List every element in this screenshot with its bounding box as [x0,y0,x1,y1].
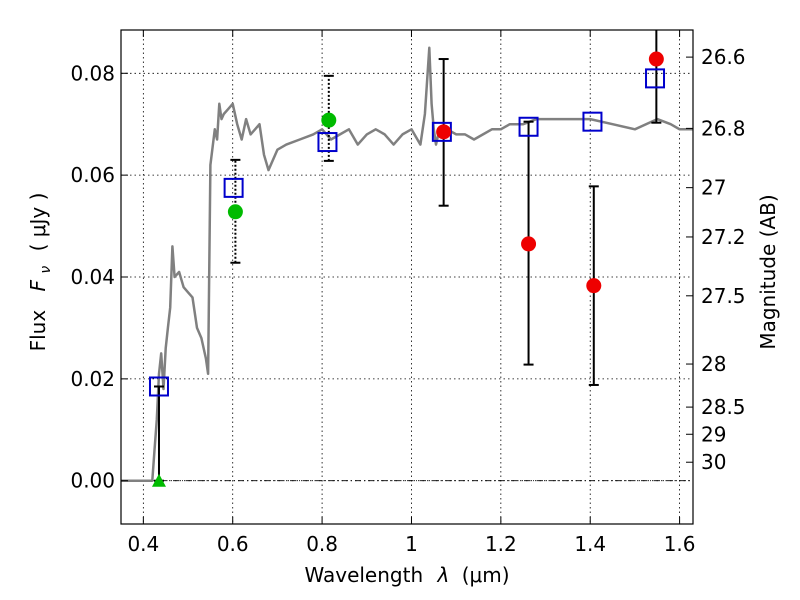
right-tick-label: 27.5 [701,284,746,308]
low-sn-point [586,278,602,294]
x-axis-label-symbol: λ [437,563,450,587]
x-axis-label-text: Wavelength [304,563,423,587]
detection-point [321,112,337,128]
model-flux-square [223,177,244,198]
x-tick-label: 1.4 [574,532,606,556]
sed-model-line [121,46,693,482]
right-tick-label: 28.5 [701,395,746,419]
model-flux-square [645,68,666,89]
x-tick-label: 1 [405,532,418,556]
model-flux-square [582,111,603,132]
x-tick-label: 0.4 [127,532,159,556]
x-tick-label: 0.6 [217,532,249,556]
right-tick-label: 27 [701,176,726,200]
grid-lines [121,30,693,524]
right-axis-label: Magnitude (AB) [756,194,780,349]
right-tick-label: 30 [701,450,726,474]
x-axis-label-unit: (μm) [462,563,510,587]
x-tick-label: 0.8 [306,532,338,556]
low-sn-point [521,236,537,252]
low-sn-point [436,124,452,140]
x-tick-label: 1.6 [664,532,696,556]
y-axis-label-subscript: ν [38,266,54,274]
y-axis-label: Flux F ν ( μJy ) [26,193,55,352]
model-flux-square [518,116,539,137]
detection-point [227,204,243,220]
y-axis-label-symbol: F [26,279,50,291]
right-tick-label: 26.6 [701,45,746,69]
upper-limit-marker [151,473,166,487]
y-axis-label-text: Flux [26,310,50,352]
low-sn-point [648,51,664,67]
y-tick-label: 0.06 [70,163,115,187]
y-tick-label: 0.04 [70,265,115,289]
y-tick-label: 0.00 [70,469,115,493]
right-tick-label: 29 [701,422,726,446]
x-axis-label: Wavelength λ (μm) [304,563,509,587]
y-tick-label: 0.02 [70,367,115,391]
model-flux-square [317,132,338,153]
y-axis-label-unit: ( μJy ) [26,193,50,252]
right-tick-label: 28 [701,352,726,376]
x-tick-label: 1.2 [485,532,517,556]
y-tick-label: 0.08 [70,61,115,85]
axis-ticks: 0.4 0.6 0.8 1 1.2 1.4 1.6 0.00 0.02 0.04 0.06 0.08 2… [70,30,746,556]
model-flux-square [148,376,169,397]
right-tick-label: 26.8 [701,116,746,140]
plot-area [121,30,693,487]
right-tick-label: 27.2 [701,225,746,249]
